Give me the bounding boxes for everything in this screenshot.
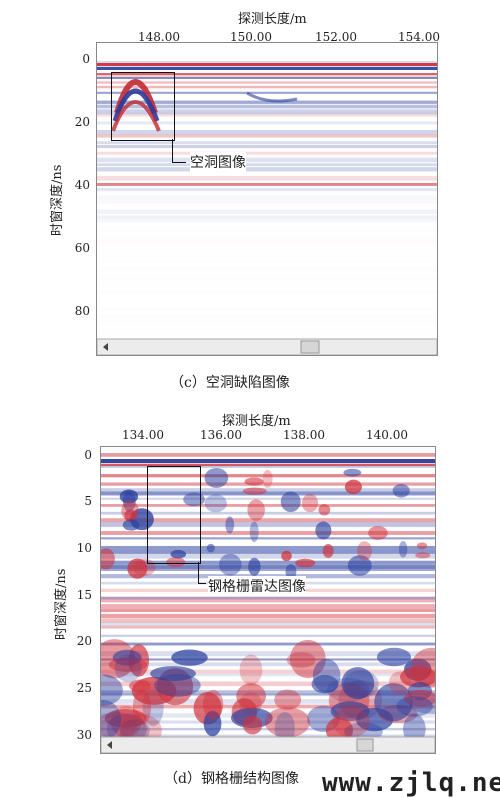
panel-d-y-tick: 10 (72, 541, 92, 555)
reflection-blob (357, 541, 372, 560)
reflection-blob (225, 516, 234, 533)
panel-d-caption: （d）钢格栅结构图像 (164, 768, 299, 788)
reflection-band (101, 635, 435, 637)
reflection-blob (123, 519, 140, 530)
watermark: www.zjlq.net (322, 768, 500, 798)
reflection-blob (171, 650, 208, 666)
reflection-band-strong (97, 183, 437, 186)
reflection-band (97, 141, 437, 144)
reflection-blob (205, 494, 227, 512)
reflection-band (101, 609, 435, 612)
reflection-band (101, 453, 435, 457)
reflection-band-strong (97, 67, 437, 70)
reflection-blob (368, 526, 388, 540)
reflection-band (97, 145, 437, 148)
reflection-blob (250, 521, 259, 542)
reflection-blob (243, 487, 267, 494)
panel-c-y-axis-title: 时窗深度/ns (46, 165, 65, 236)
reflection-blob (389, 671, 411, 694)
reflection-blob (203, 690, 223, 719)
panel-d-x-axis-title: 探测长度/m (222, 410, 291, 429)
reflection-band (101, 604, 435, 609)
reflection-blob (313, 659, 341, 693)
void-leader-line (172, 139, 173, 163)
reflection-band-strong (101, 597, 435, 602)
reflection-blob (240, 655, 263, 686)
reflection-blob (396, 696, 432, 716)
reflection-blob (295, 559, 315, 568)
reflection-blob (244, 478, 263, 486)
reflection-blob (318, 504, 330, 515)
panel-c-y-tick: 20 (70, 115, 90, 129)
reflection-blob (323, 544, 334, 558)
reflection-blob (207, 544, 215, 553)
panel-d-x-tick: 136.00 (200, 428, 242, 442)
reflection-band (101, 643, 435, 646)
panel-d-x-tick: 134.00 (122, 428, 164, 442)
panel-d-y-tick: 15 (72, 588, 92, 602)
panel-c-y-tick: 80 (70, 304, 90, 318)
void-highlight-box (111, 72, 175, 141)
reflection-band (97, 195, 437, 200)
panel-c-y-tick: 60 (70, 241, 90, 255)
reflection-blob (377, 648, 411, 667)
reflection-band (97, 188, 437, 191)
panel-d-y-axis-title: 时窗深度/ns (50, 569, 69, 640)
void-annotation: 空洞图像 (190, 152, 246, 172)
grid-leader-line-h (198, 583, 206, 584)
panel-d-y-tick: 25 (72, 681, 92, 695)
reflection-band (101, 626, 435, 629)
grid-annotation: 钢格栅雷达图像 (208, 576, 306, 596)
grid-highlight-box (147, 466, 201, 564)
reflection-band (97, 158, 437, 163)
reflection-blob (115, 655, 142, 682)
panel-d-y-tick: 5 (80, 494, 92, 508)
reflection-band (97, 163, 437, 166)
reflection-blob (341, 667, 374, 699)
reflection-band (101, 623, 435, 626)
reflection-band (97, 176, 437, 181)
panel-d-x-tick: 138.00 (283, 428, 325, 442)
reflection-band (97, 167, 437, 171)
grid-leader-line (198, 562, 199, 584)
reflection-blob (345, 480, 362, 495)
panel-d-x-tick: 140.00 (366, 428, 408, 442)
panel-c-x-axis-title: 探测长度/m (238, 8, 307, 27)
reflection-band (97, 152, 437, 155)
panel-d-y-tick: 30 (72, 728, 92, 742)
reflection-blob (281, 551, 292, 561)
reflection-blob (399, 541, 408, 558)
reflection-blob (302, 494, 318, 512)
reflection-band-strong (97, 63, 437, 66)
reflection-blob (417, 542, 427, 549)
reflection-blob (219, 554, 242, 576)
reflection-blob (415, 552, 430, 558)
reflection-blob (281, 491, 301, 512)
reflection-blob (150, 666, 196, 681)
reflection-blob (248, 558, 260, 576)
reflection-blob (333, 706, 370, 737)
reflection-band (101, 614, 435, 619)
reflection-blob (274, 690, 301, 710)
reflection-blob (247, 499, 265, 521)
reflection-blob (243, 716, 262, 735)
reflection-blob (236, 683, 266, 709)
reflection-band-strong (101, 459, 435, 463)
panel-c-caption: （c）空洞缺陷图像 (170, 372, 290, 392)
panel-c-y-tick: 0 (76, 52, 90, 66)
reflection-blob (263, 470, 273, 488)
reflection-blob (343, 469, 361, 477)
void-leader-line-h (172, 162, 186, 163)
panel-c-y-tick: 40 (70, 178, 90, 192)
reflection-blob (205, 468, 229, 488)
reflection-blob (315, 522, 331, 540)
panel-d-y-tick: 0 (80, 448, 92, 462)
reflection-band (101, 619, 435, 623)
panel-d-y-tick: 20 (72, 634, 92, 648)
reflection-blob (393, 484, 410, 498)
